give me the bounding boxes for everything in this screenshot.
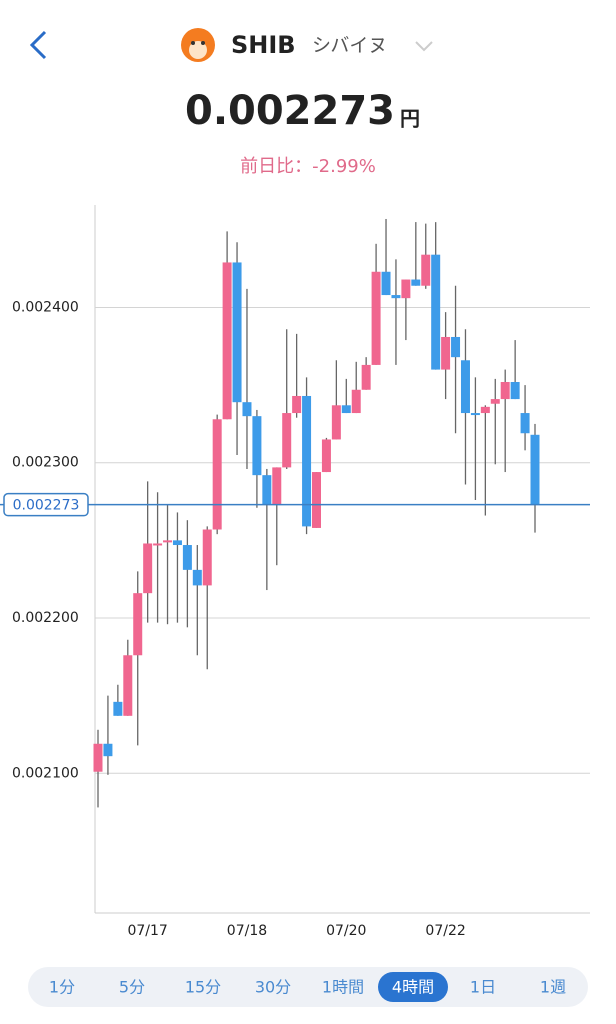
candle-body (460, 360, 470, 414)
candle-body (371, 271, 381, 365)
candle-body (222, 262, 232, 420)
timeframe-tabs: 1分 5分 15分 30分 1時間 4時間 1日 1週 (49, 972, 566, 1002)
price: 0.002273 (185, 88, 395, 134)
tab[interactable]: 5分 (119, 978, 145, 997)
candle-body (282, 413, 292, 468)
tab[interactable]: 4時間 (392, 978, 434, 997)
candle-body (321, 439, 331, 473)
candle-body (252, 416, 262, 476)
coin-icon (181, 28, 215, 62)
candle-body (361, 364, 371, 390)
candle-body (451, 336, 461, 358)
candle-body (510, 382, 520, 400)
candle-body (143, 543, 153, 594)
candle-body (480, 406, 490, 414)
candle-body (490, 399, 500, 404)
candle-body (331, 405, 341, 440)
candle-body (242, 402, 252, 417)
candle-body (153, 543, 163, 546)
price-unit: 円 (400, 107, 420, 131)
candle-body (272, 467, 282, 505)
tab[interactable]: 1時間 (322, 978, 364, 997)
tab[interactable]: 1分 (49, 978, 75, 997)
tab[interactable]: 30分 (255, 978, 291, 997)
coin-name: シバイヌ (312, 35, 387, 57)
candle-body (530, 434, 540, 505)
candle-body (123, 655, 133, 716)
current-price-label: 0.002273 (13, 498, 80, 514)
candle-body (341, 405, 351, 414)
candlestick-chart: 0.002100 0.002200 0.002300 0.002400 07/17 07/… (0, 205, 590, 939)
candle-body (312, 472, 321, 528)
candle-body (411, 279, 421, 286)
candle-body (302, 395, 312, 527)
candle-body (103, 743, 113, 757)
candle-body (431, 254, 441, 370)
candle-body (163, 540, 173, 543)
candle-body (470, 413, 480, 416)
y-tick-label: 0.002200 (12, 610, 79, 626)
coin-symbol: SHIB (231, 31, 296, 59)
tab[interactable]: 1週 (540, 978, 566, 997)
current-price-box (3, 492, 89, 517)
candle-body (133, 593, 143, 656)
candle-body (172, 540, 182, 546)
candle-body (351, 389, 361, 414)
candle-body (232, 262, 242, 403)
y-tick-label: 0.002300 (12, 455, 79, 471)
candle-body (202, 529, 212, 586)
candle-body (262, 475, 272, 505)
candle-body (192, 569, 202, 586)
tab-bar (28, 967, 588, 1007)
candle-body (182, 545, 192, 570)
candle-body (113, 701, 123, 716)
candle-body (292, 395, 302, 414)
price-change: 前日比：-2.99% (240, 156, 376, 177)
y-tick-label: 0.002400 (12, 299, 79, 315)
tab[interactable]: 1日 (470, 978, 496, 997)
candle-body (212, 419, 222, 530)
candle-body (381, 271, 391, 296)
dropdown-icon[interactable] (415, 41, 433, 52)
y-tick-label: 0.002100 (12, 765, 79, 781)
back-button[interactable] (29, 30, 47, 60)
candle-body (391, 295, 401, 299)
tab[interactable]: 15分 (185, 978, 221, 997)
x-tick-label: 07/17 (127, 923, 167, 939)
x-tick-label: 07/22 (425, 923, 465, 939)
candle-body (93, 743, 103, 772)
candle-body (500, 382, 510, 400)
candle-body (401, 279, 411, 299)
x-tick-label: 07/18 (227, 923, 267, 939)
candle-body (441, 336, 451, 370)
tab-selected-bg (378, 972, 448, 1002)
candle-body (421, 254, 431, 286)
candle-body (520, 413, 530, 434)
x-tick-label: 07/20 (326, 923, 366, 939)
